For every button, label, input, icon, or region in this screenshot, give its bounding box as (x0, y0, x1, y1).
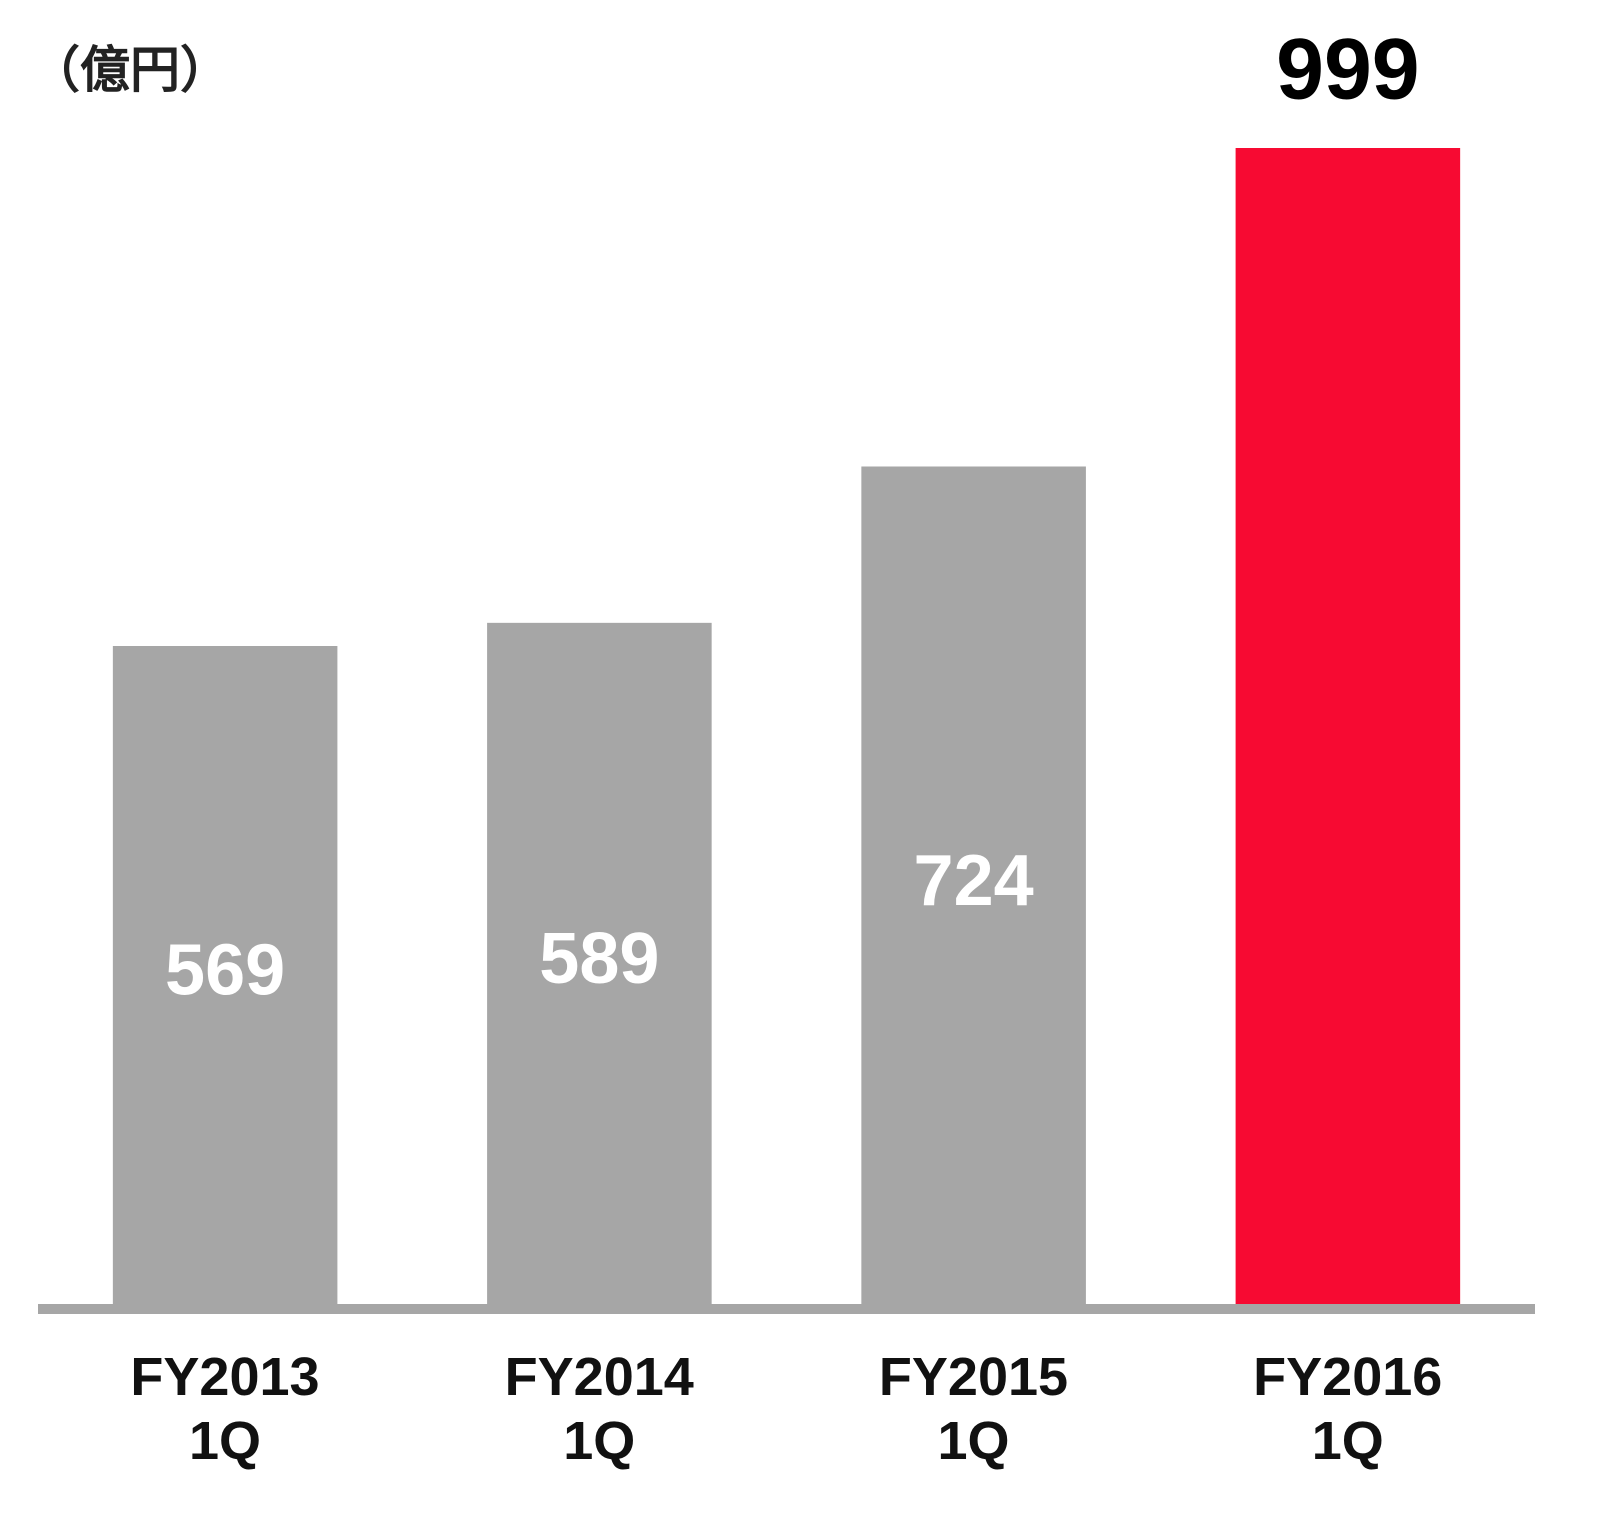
value-label: 999 (1276, 22, 1420, 118)
x-tick-label: FY2013 1Q (130, 1347, 320, 1471)
unit-label: （億円） (30, 42, 230, 98)
x-tick-label: FY2015 1Q (878, 1347, 1069, 1471)
bar (487, 622, 712, 1305)
bar (112, 646, 338, 1305)
x-tick-label: FY2014 1Q (504, 1347, 694, 1471)
value-label: 724 (914, 841, 1034, 921)
x-tick-label: FY2016 1Q (1253, 1347, 1443, 1471)
value-label: 569 (165, 931, 285, 1011)
bar (1235, 148, 1461, 1305)
bar (861, 466, 1086, 1305)
value-label: 589 (539, 919, 659, 999)
